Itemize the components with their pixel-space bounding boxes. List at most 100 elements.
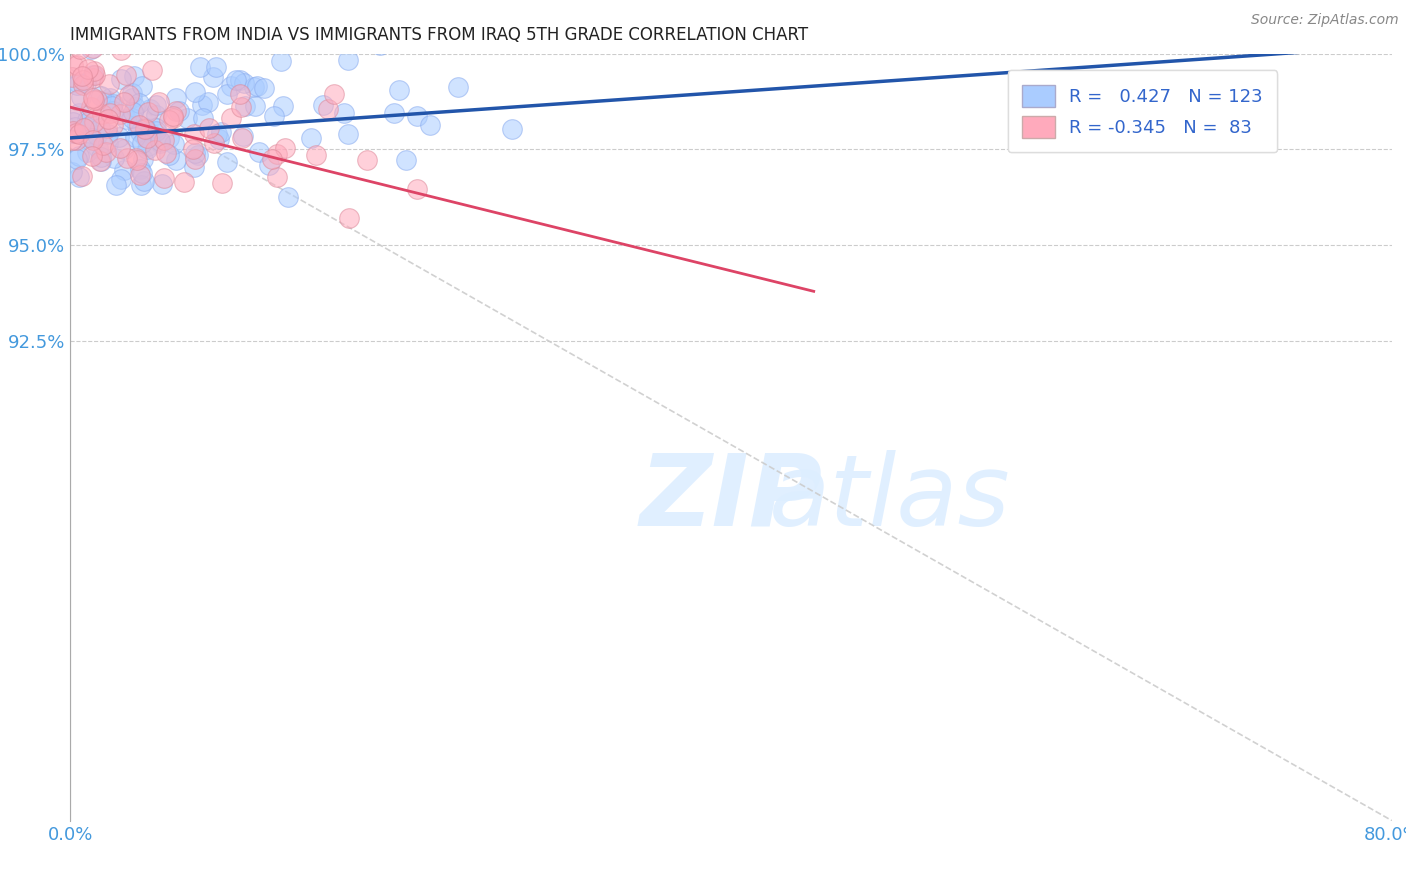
Point: [183, 85, 205, 99]
Point: [112, 142, 135, 156]
Point: [129, 162, 152, 177]
Point: [82, 40, 104, 54]
Point: [62, 124, 84, 138]
Point: [209, 125, 232, 139]
Point: [323, 87, 346, 102]
Point: [183, 152, 205, 166]
Point: [246, 78, 269, 93]
Point: [231, 100, 253, 114]
Point: [67, 76, 90, 90]
Point: [266, 170, 288, 185]
Point: [155, 145, 177, 160]
Point: [82, 69, 104, 83]
Point: [62, 57, 84, 71]
Point: [219, 78, 242, 93]
Point: [65, 94, 87, 108]
Point: [122, 104, 145, 119]
Text: atlas: atlas: [769, 450, 1011, 547]
Point: [60, 132, 83, 146]
Point: [98, 106, 121, 120]
Point: [388, 83, 411, 97]
Point: [501, 122, 523, 136]
Point: [211, 176, 233, 190]
Point: [134, 174, 156, 188]
Point: [87, 141, 110, 155]
Point: [368, 37, 391, 52]
Point: [271, 99, 294, 113]
Text: ZIP: ZIP: [640, 450, 823, 547]
Point: [69, 106, 91, 120]
Point: [145, 98, 167, 112]
Point: [90, 154, 112, 169]
Point: [60, 165, 83, 179]
Point: [128, 169, 150, 183]
Point: [259, 158, 281, 172]
Point: [62, 115, 84, 129]
Point: [127, 153, 149, 167]
Point: [97, 127, 120, 141]
Point: [83, 115, 105, 129]
Point: [153, 170, 176, 185]
Point: [233, 76, 256, 90]
Point: [96, 120, 118, 135]
Point: [131, 136, 153, 150]
Point: [112, 163, 135, 178]
Point: [63, 120, 86, 134]
Point: [82, 91, 104, 105]
Point: [128, 95, 150, 110]
Point: [72, 69, 94, 83]
Point: [103, 151, 125, 165]
Point: [138, 139, 160, 153]
Point: [70, 89, 93, 103]
Point: [115, 68, 138, 82]
Point: [243, 98, 266, 112]
Point: [150, 177, 173, 191]
Point: [231, 131, 253, 145]
Point: [108, 107, 131, 121]
Point: [228, 73, 250, 87]
Point: [197, 121, 219, 136]
Point: [447, 79, 470, 94]
Point: [60, 110, 83, 124]
Point: [136, 130, 159, 145]
Point: [277, 190, 299, 204]
Point: [69, 42, 91, 56]
Point: [118, 87, 141, 102]
Point: [82, 70, 104, 85]
Point: [266, 146, 288, 161]
Point: [67, 127, 90, 141]
Point: [215, 155, 238, 169]
Point: [153, 133, 176, 147]
Point: [134, 122, 156, 136]
Point: [83, 68, 105, 82]
Point: [157, 148, 180, 162]
Point: [305, 148, 328, 162]
Point: [139, 102, 162, 116]
Point: [80, 149, 103, 163]
Point: [97, 112, 120, 127]
Point: [80, 131, 103, 145]
Point: [208, 132, 231, 146]
Point: [89, 153, 111, 168]
Point: [128, 125, 150, 139]
Point: [75, 76, 97, 90]
Point: [139, 128, 162, 142]
Point: [253, 80, 276, 95]
Point: [337, 211, 360, 225]
Point: [101, 97, 124, 112]
Point: [76, 113, 98, 128]
Point: [110, 72, 132, 87]
Point: [80, 42, 103, 56]
Point: [108, 129, 131, 144]
Point: [183, 127, 205, 141]
Point: [77, 114, 100, 128]
Point: [97, 77, 120, 91]
Point: [111, 35, 134, 49]
Point: [184, 146, 207, 161]
Point: [183, 160, 205, 174]
Point: [148, 95, 170, 110]
Point: [110, 172, 132, 186]
Point: [395, 153, 418, 167]
Point: [72, 73, 94, 87]
Point: [121, 86, 143, 100]
